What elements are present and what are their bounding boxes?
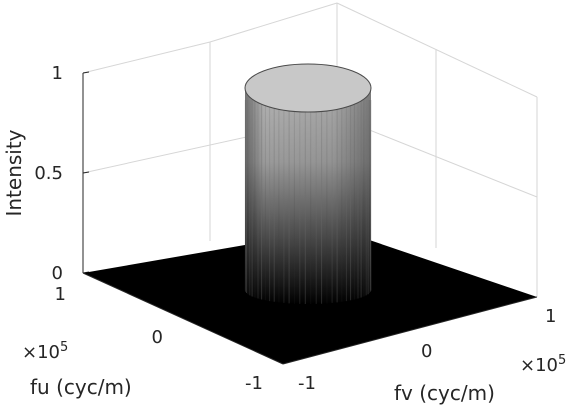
cylinder-stripes xyxy=(244,100,372,304)
fu-tick-label-neg1: -1 xyxy=(245,373,263,394)
fv-tick-label-0: 0 xyxy=(421,341,432,362)
fv-tick-label-neg1: -1 xyxy=(298,373,316,394)
z-tick-label-0: 0 xyxy=(52,263,63,284)
fv-axis-label: fv (cyc/m) xyxy=(394,381,495,405)
fv-exponent: ×105 xyxy=(520,353,566,376)
fu-tick-label-0: 0 xyxy=(152,327,163,348)
z-tick-label-0.5: 0.5 xyxy=(34,163,63,184)
fv-tick-label-1: 1 xyxy=(545,306,556,327)
cylinder-side-shade xyxy=(245,85,371,304)
fu-exponent: ×105 xyxy=(22,340,68,363)
z-tick-label-1: 1 xyxy=(52,63,63,84)
cylinder-top xyxy=(244,63,372,113)
fu-tick-label-1: 1 xyxy=(55,284,66,305)
box-edge xyxy=(82,41,211,74)
fu-axis-line xyxy=(82,272,284,365)
floor-axes xyxy=(82,272,538,365)
box-edge xyxy=(209,2,338,43)
z-tick-mark xyxy=(82,71,90,74)
fu-axis-label: fu (cyc/m) xyxy=(30,375,132,399)
z-axis-label: Intensity xyxy=(2,129,26,216)
box-edge xyxy=(336,2,538,98)
z-tick-mark xyxy=(82,171,90,174)
surface-cylinder xyxy=(244,63,372,304)
z-axis xyxy=(82,71,90,274)
fv-axis-line xyxy=(282,296,538,365)
